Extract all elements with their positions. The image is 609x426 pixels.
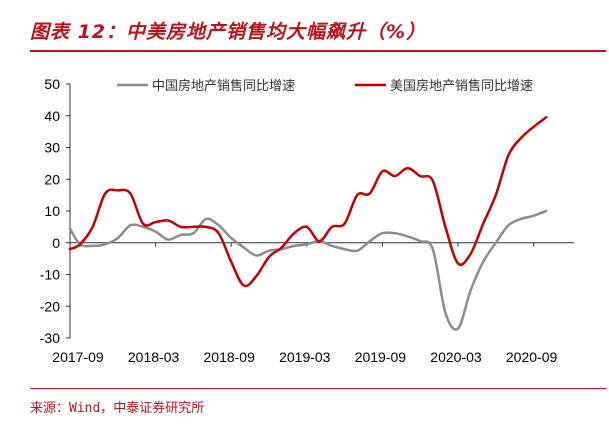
- y-tick-label: 20: [44, 171, 60, 187]
- x-tick-label: 2020-09: [506, 349, 558, 365]
- chart-title: 图表 12：中美房地产销售均大幅飙升（%）: [30, 21, 427, 43]
- legend-label: 美国房地产销售同比增速: [390, 78, 533, 94]
- legend-label: 中国房地产销售同比增速: [152, 78, 295, 94]
- series-layer: [68, 116, 548, 331]
- x-tick-label: 2020-03: [430, 349, 482, 365]
- x-tick-label: 2019-03: [279, 349, 331, 365]
- title-divider: [30, 50, 606, 52]
- y-tick-label: 30: [44, 140, 60, 156]
- y-tick-label: 40: [44, 108, 60, 124]
- y-tick-label: -20: [40, 298, 60, 314]
- y-tick-label: -30: [40, 330, 60, 346]
- source-divider: [30, 388, 606, 389]
- axes: 50 40 30 20 10 0 -10 -20 -30 2017-09 2018-03 2018-0…: [40, 76, 574, 365]
- x-tick-label: 2018-09: [204, 349, 256, 365]
- x-tick-label: 2017-09: [52, 349, 104, 365]
- source-note: 来源：Wind，中泰证券研究所: [30, 401, 205, 416]
- x-tick-label: 2019-09: [355, 349, 407, 365]
- x-tick-label: 2018-03: [128, 349, 180, 365]
- y-tick-label: -10: [40, 267, 60, 283]
- y-tick-label: 0: [52, 235, 60, 251]
- series-line-us: [68, 116, 548, 288]
- y-tick-label: 10: [44, 203, 60, 219]
- legend: 中国房地产销售同比增速 美国房地产销售同比增速: [117, 78, 533, 94]
- y-tick-label: 50: [44, 76, 60, 92]
- series-line-china: [68, 209, 548, 331]
